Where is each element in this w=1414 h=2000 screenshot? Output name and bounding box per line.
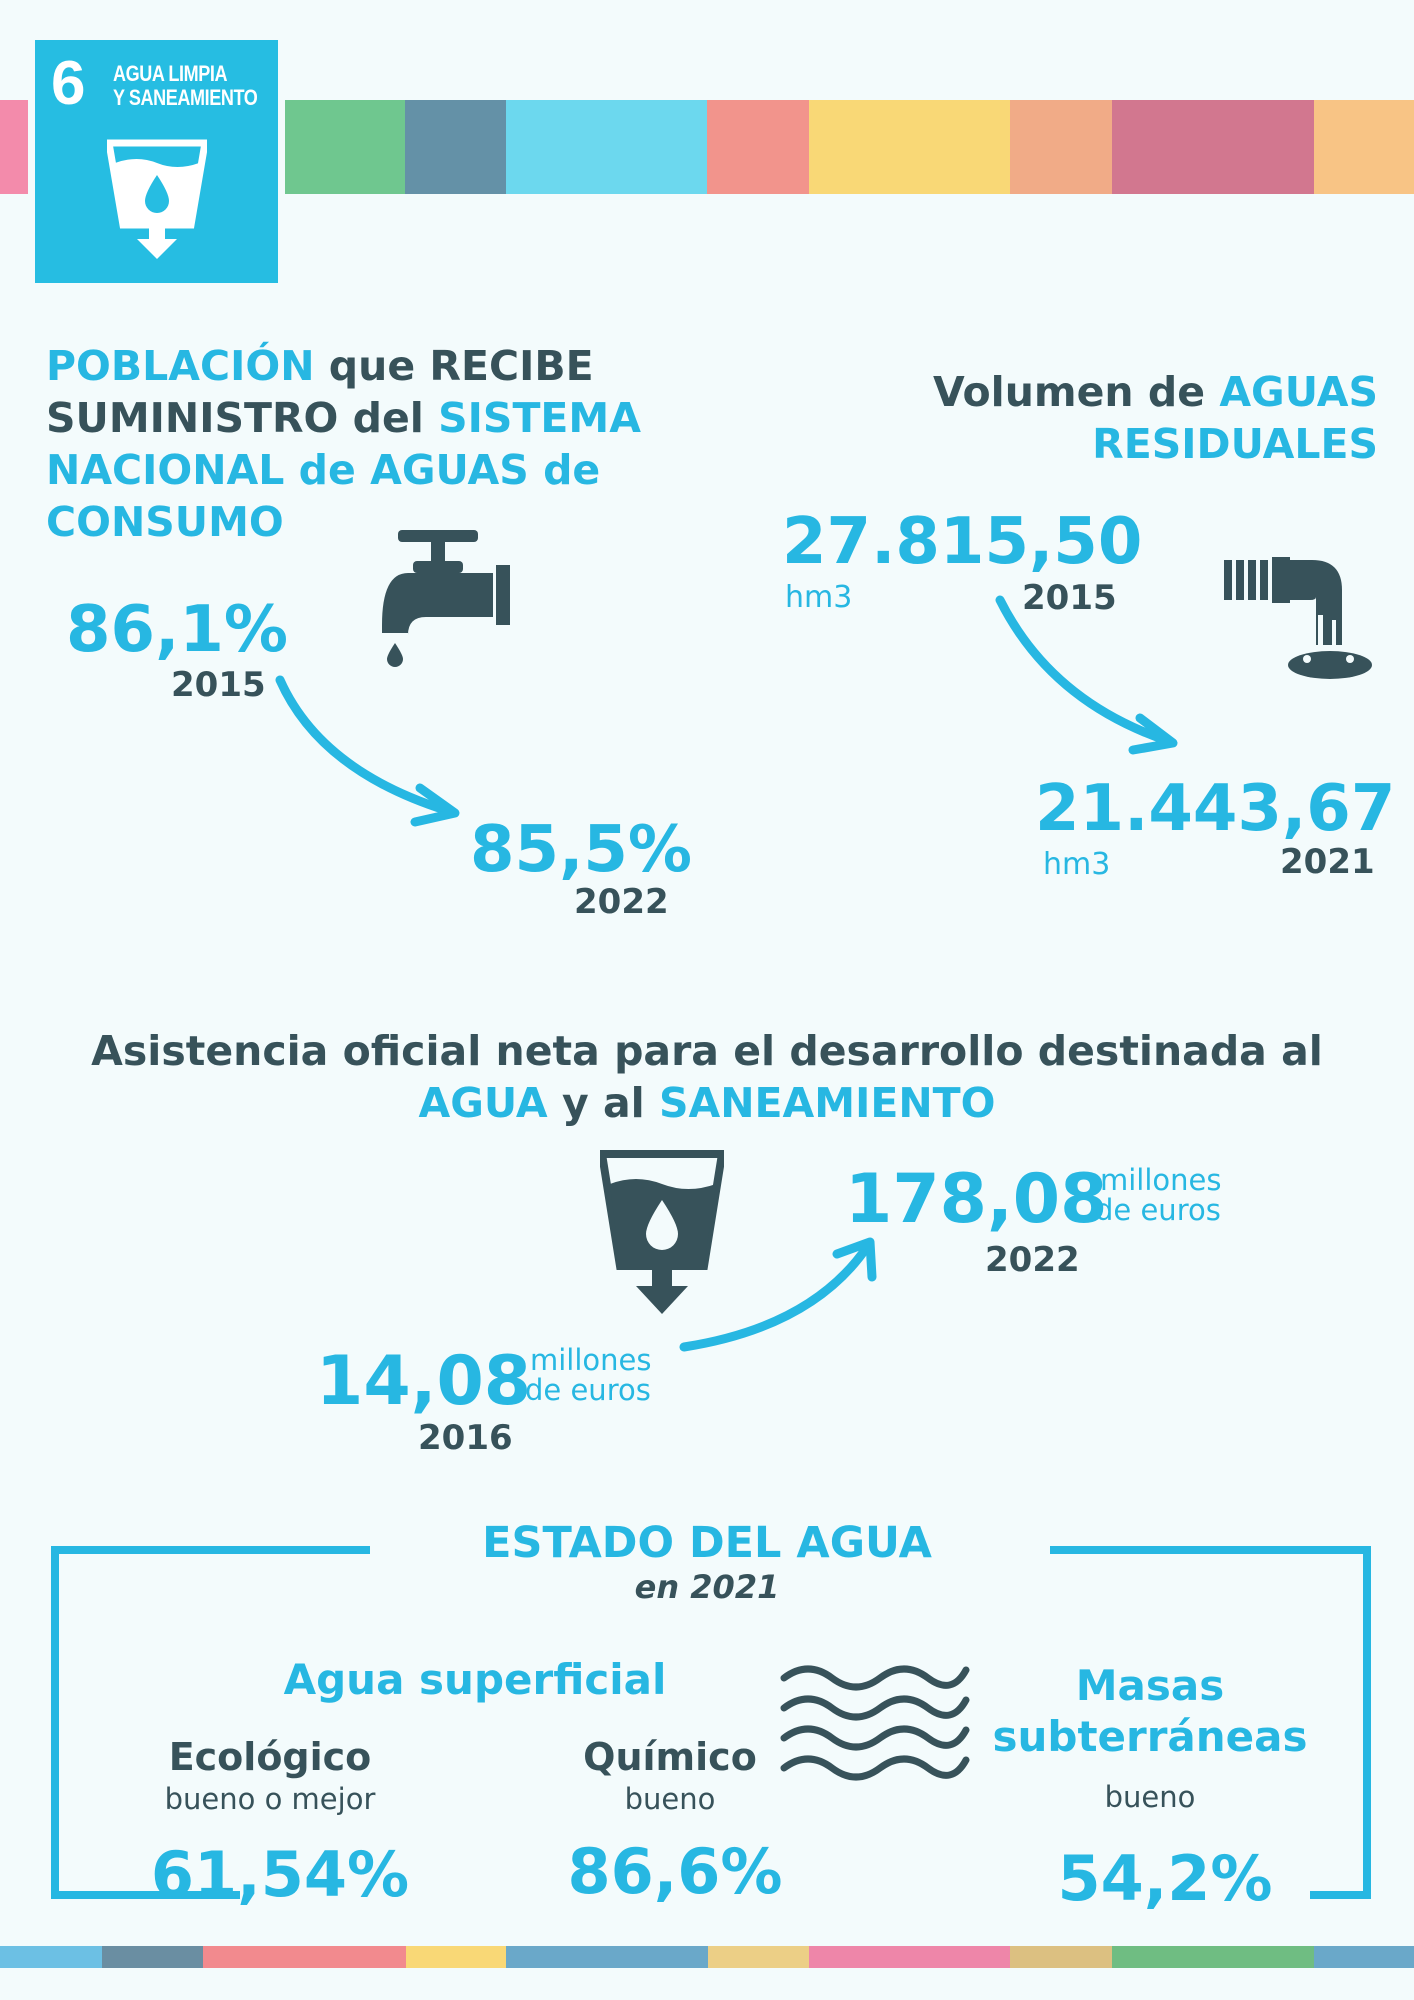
badge-number: 6 bbox=[51, 49, 86, 118]
aid-2022-unit: millones de euros bbox=[1095, 1163, 1222, 1227]
population-2022-value: 85,5% bbox=[470, 813, 693, 887]
water-status-title: ESTADO DEL AGUA bbox=[482, 1518, 932, 1568]
aid-trend-arrow bbox=[679, 1237, 877, 1352]
wastewater-2021-unit: hm3 bbox=[1043, 847, 1111, 882]
chemical-label: Químico bbox=[583, 1735, 757, 1779]
aid-2022-year: 2022 bbox=[985, 1240, 1080, 1280]
population-2022-year: 2022 bbox=[574, 882, 669, 922]
faucet-icon bbox=[382, 530, 510, 667]
aid-2022-value: 178,08 bbox=[845, 1160, 1108, 1239]
water-status-subtitle: en 2021 bbox=[634, 1568, 780, 1606]
water-glass-icon bbox=[107, 139, 207, 259]
wastewater-2015-unit: hm3 bbox=[785, 580, 853, 615]
chemical-desc: bueno bbox=[624, 1782, 716, 1816]
aid-2016-unit: millones de euros bbox=[525, 1343, 652, 1407]
sdg-6-badge: 6 AGUA LIMPIA Y SANEAMIENTO bbox=[35, 40, 278, 283]
aid-title: Asistencia oficial neta para el desarrol… bbox=[91, 1027, 1323, 1127]
population-trend-arrow bbox=[275, 675, 460, 827]
aid-2016-year: 2016 bbox=[418, 1418, 513, 1458]
population-title: POBLACIÓN que RECIBE SUMINISTRO del SIST… bbox=[46, 342, 641, 546]
aid-2016-value: 14,08 bbox=[316, 1342, 532, 1421]
wastewater-trend-arrow bbox=[995, 595, 1178, 755]
drain-pipe-icon bbox=[1224, 557, 1372, 679]
ecological-value: 61,54% bbox=[150, 1838, 410, 1911]
ecological-label: Ecológico bbox=[168, 1735, 372, 1779]
ecological-desc: bueno o mejor bbox=[164, 1782, 376, 1816]
water-glass-icon bbox=[600, 1150, 724, 1314]
groundwater-title: Masas subterráneas bbox=[992, 1661, 1308, 1761]
badge-label: AGUA LIMPIA Y SANEAMIENTO bbox=[113, 61, 258, 110]
water-status-frame bbox=[51, 1546, 1371, 1899]
wastewater-title: Volumen de AGUAS RESIDUALES bbox=[932, 368, 1378, 468]
wastewater-2015-value: 27.815,50 bbox=[782, 505, 1143, 579]
wastewater-2021-year: 2021 bbox=[1280, 842, 1375, 882]
wastewater-2015-year: 2015 bbox=[1022, 578, 1117, 618]
chemical-value: 86,6% bbox=[567, 1835, 783, 1908]
wastewater-2021-value: 21.443,67 bbox=[1035, 772, 1396, 846]
groundwater-desc: bueno bbox=[1104, 1780, 1196, 1814]
population-2015-value: 86,1% bbox=[66, 593, 289, 667]
waves-icon bbox=[780, 1665, 970, 1781]
population-2015-year: 2015 bbox=[171, 665, 266, 705]
groundwater-value: 54,2% bbox=[1057, 1842, 1273, 1915]
surface-water-title: Agua superficial bbox=[283, 1655, 667, 1704]
